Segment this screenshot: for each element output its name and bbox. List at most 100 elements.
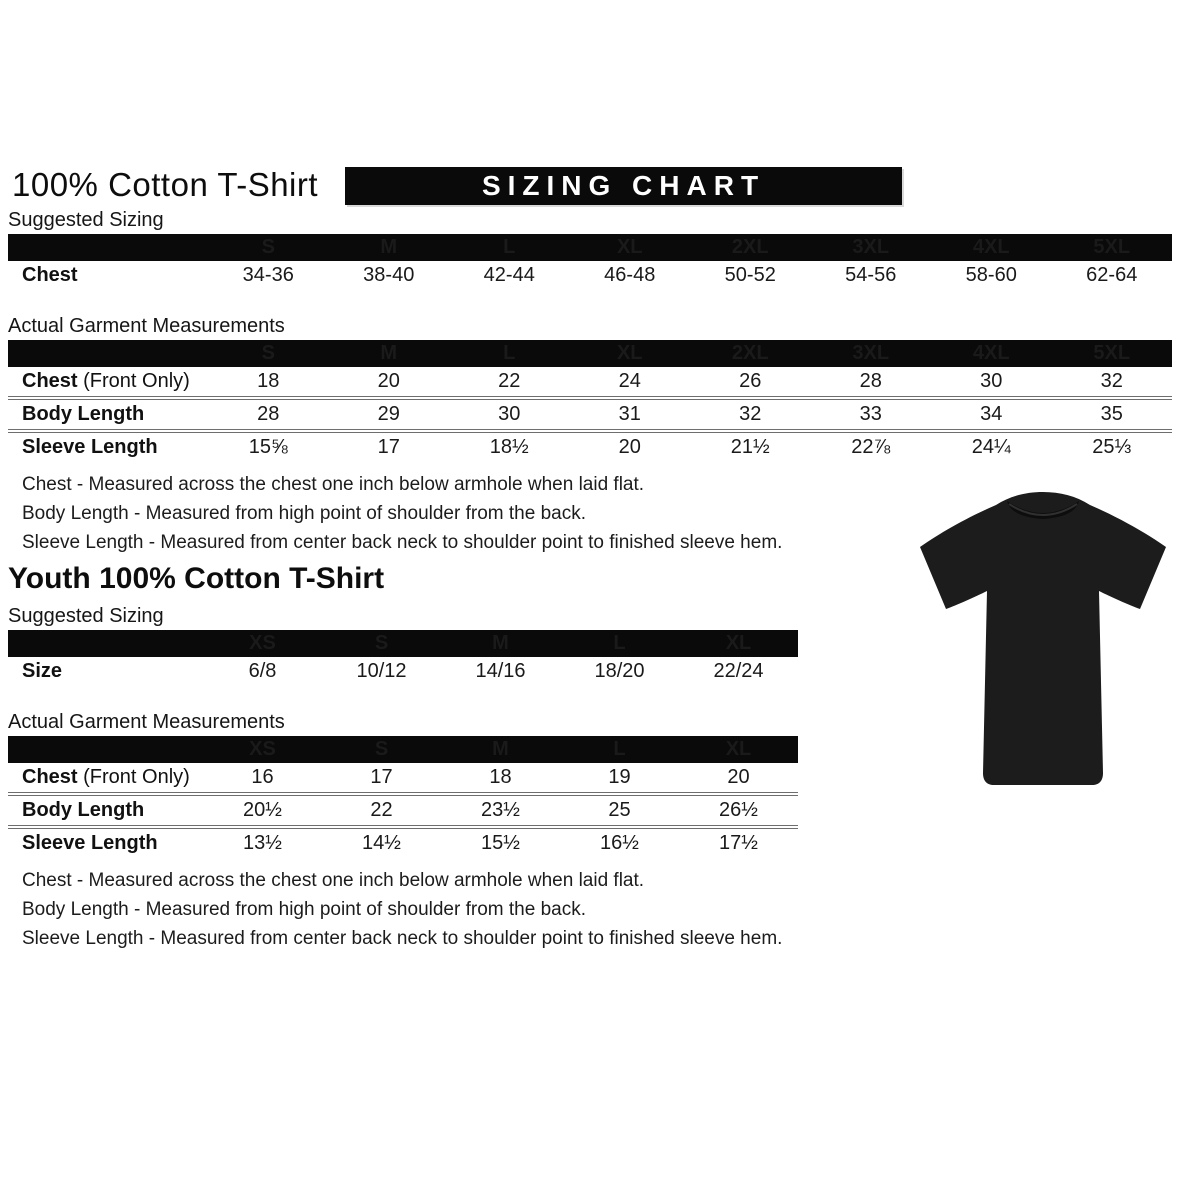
adult-header-row: 100% Cotton T-Shirt SIZING CHART	[8, 166, 1174, 208]
note-chest: Chest - Measured across the chest one in…	[22, 474, 645, 495]
size-column-header: XS	[249, 632, 276, 654]
measurement-value: 10/12	[356, 660, 407, 682]
size-column-header: XL	[725, 738, 752, 760]
tshirt-body-shape	[920, 492, 1166, 785]
measurement-value: 18	[257, 370, 280, 392]
size-column-header: 4XL	[972, 342, 1010, 364]
measurement-value: 24¼	[971, 436, 1011, 458]
row-label: Body Length	[22, 799, 145, 821]
measurement-value: 32	[1100, 370, 1123, 392]
size-column-header: 4XL	[972, 236, 1010, 258]
measurement-value: 25⅓	[1092, 436, 1132, 458]
tshirt-product-image	[890, 475, 1196, 820]
size-column-header: L	[503, 342, 516, 364]
measurement-value: 15⅝	[248, 436, 288, 458]
measurement-value: 16	[251, 766, 274, 788]
size-column-header: M	[492, 632, 509, 654]
measurement-value: 38-40	[363, 264, 415, 286]
black-tshirt-graphic	[920, 492, 1166, 785]
measurement-value: 20½	[243, 799, 282, 821]
youth-title: Youth 100% Cotton T-Shirt	[8, 562, 385, 595]
table-header-row: XS S M L XL	[8, 736, 798, 763]
size-column-header: S	[261, 342, 275, 364]
sizing-chart-banner: SIZING CHART	[345, 167, 902, 205]
adult-measurement-notes: Chest - Measured across the chest one in…	[8, 475, 1174, 553]
size-column-header: 3XL	[852, 236, 890, 258]
measurement-value: 17½	[719, 832, 758, 854]
sizing-chart-content: 100% Cotton T-Shirt SIZING CHART Suggest…	[8, 166, 1174, 958]
adult-actual-measurements-table: S M L XL 2XL 3XL 4XL 5XL Chest (Front Only) 18 20 2…	[8, 340, 1172, 462]
measurement-value: 14½	[362, 832, 401, 854]
size-column-header: 3XL	[852, 342, 890, 364]
measurement-value: 23½	[481, 799, 520, 821]
size-column-header: M	[380, 342, 398, 364]
measurement-value: 32	[739, 403, 762, 425]
measurement-value: 46-48	[604, 264, 656, 286]
measurement-row: Size 6/8 10/12 14/16 18/20 22/24	[8, 657, 798, 686]
measurement-value: 20	[377, 370, 400, 392]
measurement-value: 31	[618, 403, 641, 425]
measurement-value: 30	[498, 403, 521, 425]
measurement-value: 6/8	[248, 660, 277, 682]
measurement-value: 25	[608, 799, 631, 821]
measurement-value: 26	[739, 370, 762, 392]
measurement-value: 34	[980, 403, 1003, 425]
size-column-header: 2XL	[731, 342, 769, 364]
youth-actual-measurements-table: XS S M L XL Chest (Front Only) 16 17 18 19 20 Body …	[8, 736, 798, 858]
measurement-value: 35	[1100, 403, 1123, 425]
measurement-value: 58-60	[965, 264, 1017, 286]
youth-actual-measurements-heading: Actual Garment Measurements	[8, 711, 285, 733]
size-column-header: M	[380, 236, 398, 258]
measurement-value: 26½	[719, 799, 758, 821]
row-label: Chest (Front Only)	[22, 370, 190, 392]
youth-suggested-sizing-heading: Suggested Sizing	[8, 605, 164, 627]
measurement-value: 18	[489, 766, 512, 788]
row-label: Chest	[22, 264, 78, 286]
measurement-row: Sleeve Length 15⅝ 17 18½ 20 21½ 22⅞ 24¼ 25⅓	[8, 429, 1172, 462]
size-column-header: S	[261, 236, 275, 258]
size-column-header: XS	[249, 738, 276, 760]
table-header-row: S M L XL 2XL 3XL 4XL 5XL	[8, 340, 1172, 367]
measurement-value: 29	[377, 403, 400, 425]
measurement-row: Body Length 28 29 30 31 32 33 34 35	[8, 396, 1172, 429]
measurement-value: 20	[618, 436, 641, 458]
measurement-value: 17	[370, 766, 393, 788]
measurement-value: 13½	[243, 832, 282, 854]
size-column-header: S	[374, 738, 389, 760]
size-column-header: 5XL	[1093, 342, 1131, 364]
measurement-value: 22⅞	[851, 436, 891, 458]
adult-actual-measurements-heading: Actual Garment Measurements	[8, 315, 285, 337]
note-body-length: Body Length - Measured from high point o…	[22, 503, 586, 524]
note-sleeve-length: Sleeve Length - Measured from center bac…	[22, 928, 783, 949]
note-chest: Chest - Measured across the chest one in…	[22, 870, 645, 891]
row-label: Chest (Front Only)	[22, 766, 190, 788]
size-column-header: L	[613, 632, 626, 654]
measurement-row: Body Length 20½ 22 23½ 25 26½	[8, 792, 798, 825]
table-header-row: S M L XL 2XL 3XL 4XL 5XL	[8, 234, 1172, 261]
measurement-value: 19	[608, 766, 631, 788]
measurement-value: 54-56	[845, 264, 897, 286]
measurement-value: 28	[257, 403, 280, 425]
measurement-value: 42-44	[483, 264, 535, 286]
youth-suggested-sizing-table: XS S M L XL Size 6/8 10/12 14/16 18/20 22/24	[8, 630, 798, 686]
measurement-value: 50-52	[724, 264, 776, 286]
note-sleeve-length: Sleeve Length - Measured from center bac…	[22, 532, 783, 553]
tshirt-collar-highlight	[1008, 503, 1078, 516]
size-column-header: 5XL	[1093, 236, 1131, 258]
row-label: Sleeve Length	[22, 436, 158, 458]
sizing-chart-banner-label: SIZING CHART	[481, 170, 766, 201]
table-header-row: XS S M L XL	[8, 630, 798, 657]
measurement-value: 20	[727, 766, 750, 788]
measurement-row: Chest 34-36 38-40 42-44 46-48 50-52 54-56 58-60…	[8, 261, 1172, 290]
adult-suggested-sizing-heading: Suggested Sizing	[8, 209, 164, 231]
row-label: Sleeve Length	[22, 832, 158, 854]
measurement-value: 33	[859, 403, 882, 425]
size-column-header: M	[492, 738, 509, 760]
measurement-value: 16½	[600, 832, 639, 854]
size-column-header: XL	[616, 342, 643, 364]
row-label: Size	[22, 660, 63, 682]
youth-measurement-notes: Chest - Measured across the chest one in…	[8, 871, 1174, 949]
measurement-value: 17	[377, 436, 400, 458]
size-column-header: L	[613, 738, 626, 760]
